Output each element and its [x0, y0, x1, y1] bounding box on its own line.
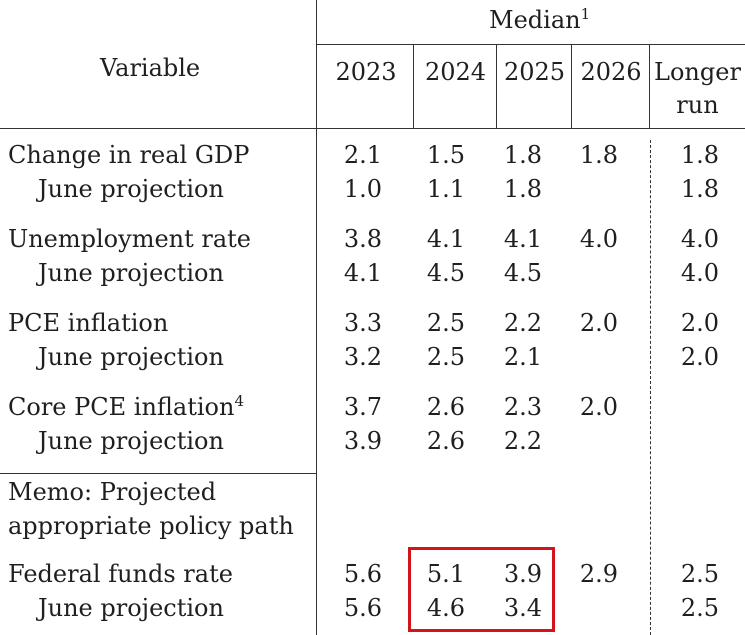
table-cell: 3.7	[343, 393, 383, 421]
variable-header: Variable	[100, 54, 201, 82]
table-cell: 2.5	[426, 343, 466, 371]
table-cell: 1.8	[680, 175, 720, 203]
col-rule-2026	[571, 44, 572, 128]
table-cell: 3.9	[503, 560, 543, 588]
memo-top-rule	[0, 473, 316, 474]
table-cell: 4.0	[680, 225, 720, 253]
table-cell: 4.0	[680, 259, 720, 287]
table-cell: 2.1	[343, 141, 383, 169]
year-header-2026: 2026	[580, 58, 642, 86]
table-cell: 3.4	[503, 594, 543, 622]
table-cell: 2.0	[579, 393, 619, 421]
table-cell: 1.1	[426, 175, 466, 203]
longer-run-dashed-rule	[650, 140, 651, 635]
col-rule-longer-run	[649, 44, 650, 128]
median-header: Median1	[489, 5, 591, 34]
row-label: Core PCE inflation4	[8, 392, 244, 421]
table-cell: 2.6	[426, 427, 466, 455]
row-footnote: 4	[234, 392, 244, 410]
row-label: Change in real GDP	[8, 141, 250, 169]
table-cell: 4.5	[426, 259, 466, 287]
longer-run-header-line1: Longer	[654, 58, 741, 86]
table-cell: 2.1	[503, 343, 543, 371]
table-cell: 1.8	[503, 175, 543, 203]
table-cell: 2.0	[579, 309, 619, 337]
year-header-2024: 2024	[424, 58, 487, 86]
table-cell: 5.6	[343, 560, 383, 588]
june-projection-label: June projection	[38, 343, 224, 371]
june-projection-label: June projection	[38, 175, 224, 203]
table-cell: 3.3	[343, 309, 383, 337]
header-left-rule	[316, 0, 317, 128]
table-cell: 2.0	[680, 309, 720, 337]
row-label: Unemployment rate	[8, 225, 252, 253]
table-cell: 1.8	[680, 141, 720, 169]
table-cell: 2.5	[426, 309, 466, 337]
table-cell: 5.1	[426, 560, 466, 588]
june-projection-label: June projection	[38, 594, 224, 622]
year-header-2025: 2025	[503, 58, 566, 86]
table-cell: 1.5	[426, 141, 466, 169]
col-rule-2024	[413, 44, 414, 128]
longer-run-header-line2: run	[676, 91, 719, 119]
table-cell: 3.9	[343, 427, 383, 455]
col-rule-2025	[496, 44, 497, 128]
table-cell: 4.1	[503, 225, 543, 253]
table-cell: 2.2	[503, 427, 543, 455]
memo-line1: Memo: Projected	[8, 478, 217, 506]
table-cell: 2.6	[426, 393, 466, 421]
table-cell: 1.0	[343, 175, 383, 203]
table-cell: 2.9	[579, 560, 619, 588]
body-left-rule	[316, 128, 317, 635]
table-cell: 2.3	[503, 393, 543, 421]
row-label: Federal funds rate	[8, 560, 233, 588]
memo-line2: appropriate policy path	[8, 512, 294, 540]
header-bottom-rule	[0, 128, 745, 129]
table-cell: 2.2	[503, 309, 543, 337]
table-cell: 4.5	[503, 259, 543, 287]
table-cell: 2.5	[680, 594, 720, 622]
median-underline	[316, 44, 745, 45]
table-cell: 1.8	[579, 141, 619, 169]
table-cell: 2.5	[680, 560, 720, 588]
table-cell: 3.8	[343, 225, 383, 253]
table-cell: 4.0	[579, 225, 619, 253]
table-cell: 2.0	[680, 343, 720, 371]
table-cell: 4.1	[343, 259, 383, 287]
median-footnote: 1	[580, 5, 591, 23]
table-cell: 5.6	[343, 594, 383, 622]
year-header-2023: 2023	[335, 58, 397, 86]
table-cell: 4.6	[426, 594, 466, 622]
row-label: PCE inflation	[8, 309, 169, 337]
table-cell: 4.1	[426, 225, 466, 253]
june-projection-label: June projection	[38, 259, 224, 287]
table-cell: 3.2	[343, 343, 383, 371]
highlight-box	[408, 547, 555, 632]
table-cell: 1.8	[503, 141, 543, 169]
june-projection-label: June projection	[38, 427, 224, 455]
